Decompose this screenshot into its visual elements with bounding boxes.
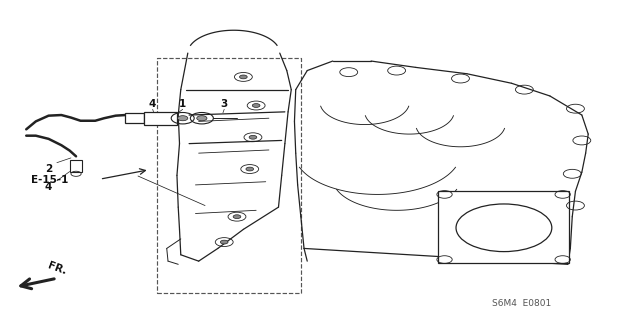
Bar (125, 113, 145, 123)
Text: FR.: FR. (47, 260, 68, 277)
Circle shape (239, 75, 247, 79)
Bar (144, 112, 177, 124)
Circle shape (196, 116, 207, 121)
Circle shape (220, 240, 228, 244)
Text: 3: 3 (221, 99, 228, 109)
Circle shape (233, 215, 241, 219)
Circle shape (177, 116, 188, 121)
Circle shape (252, 104, 260, 108)
Bar (70, 160, 83, 172)
Circle shape (246, 167, 253, 171)
Text: 4: 4 (149, 99, 156, 109)
Bar (438, 191, 569, 263)
Text: 4: 4 (45, 182, 52, 192)
Text: S6M4  E0801: S6M4 E0801 (492, 299, 551, 308)
Bar (157, 58, 301, 293)
Text: 2: 2 (45, 164, 52, 174)
Text: E-15-1: E-15-1 (31, 175, 68, 185)
Text: 1: 1 (179, 99, 186, 109)
Circle shape (249, 135, 257, 139)
